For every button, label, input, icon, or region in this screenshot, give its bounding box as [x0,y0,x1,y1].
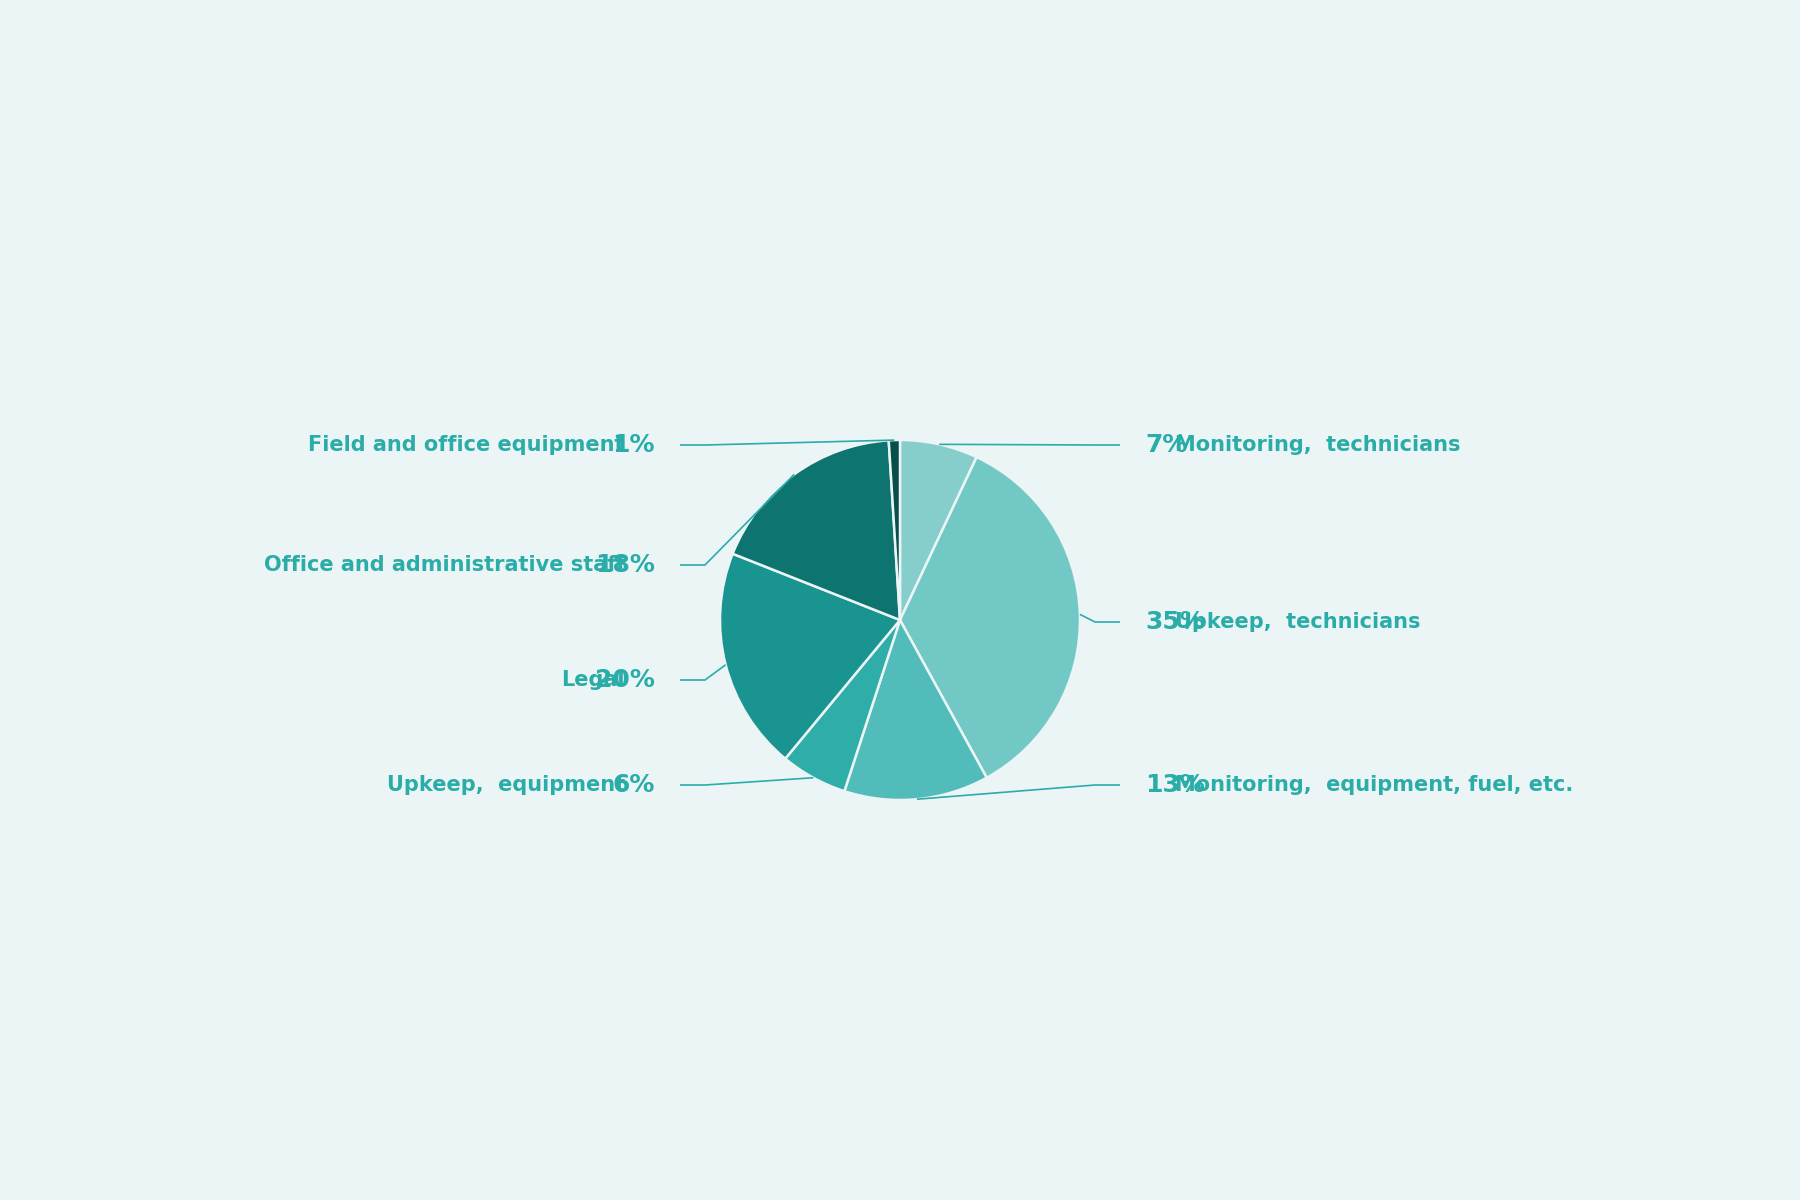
Text: 6%: 6% [612,773,655,797]
Text: Monitoring,  equipment, fuel, etc.: Monitoring, equipment, fuel, etc. [1175,775,1573,794]
Wedge shape [720,553,900,758]
Text: 7%: 7% [1145,433,1188,457]
Wedge shape [733,440,900,620]
Text: 13%: 13% [1145,773,1204,797]
Text: Office and administrative staff: Office and administrative staff [263,554,625,575]
Text: Legal: Legal [562,670,625,690]
Text: Upkeep,  technicians: Upkeep, technicians [1175,612,1420,632]
Wedge shape [900,457,1080,778]
Text: 35%: 35% [1145,610,1204,634]
Text: Field and office equipment: Field and office equipment [308,434,625,455]
Text: Upkeep,  equipment: Upkeep, equipment [387,775,625,794]
Wedge shape [900,440,977,620]
Wedge shape [889,440,900,620]
Text: 20%: 20% [596,668,655,692]
Wedge shape [844,620,986,800]
Text: Monitoring,  technicians: Monitoring, technicians [1175,434,1460,455]
Wedge shape [785,620,900,791]
Text: 1%: 1% [612,433,655,457]
Text: 18%: 18% [596,553,655,577]
